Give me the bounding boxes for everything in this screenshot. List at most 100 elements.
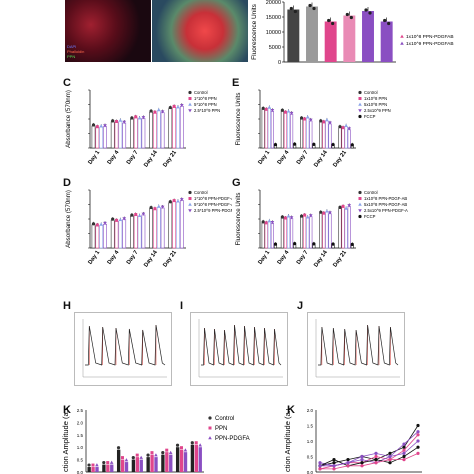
data-point xyxy=(350,242,354,246)
j-bar xyxy=(110,464,114,472)
j-point xyxy=(183,448,188,452)
legend-marker xyxy=(358,109,362,113)
k-y-axis-label: ction Amplitude (a.u) xyxy=(283,408,292,472)
data-point xyxy=(103,221,107,226)
j-bar xyxy=(120,459,125,472)
data-point xyxy=(99,124,103,128)
bar xyxy=(264,223,268,249)
data-point xyxy=(319,119,323,123)
bar xyxy=(95,225,100,249)
micrograph-label-phalloidin: Phalloidin xyxy=(67,49,85,54)
j-bar xyxy=(91,467,95,472)
bar xyxy=(137,118,142,149)
k-point xyxy=(388,454,392,459)
x-tick-label: Day 7 xyxy=(126,150,140,166)
j-bar xyxy=(95,467,99,472)
j-y-tick-label: 0.5 xyxy=(77,458,84,463)
legend-marker xyxy=(358,202,362,206)
j-legend-marker xyxy=(208,416,212,420)
data-point xyxy=(176,105,180,109)
data-point xyxy=(118,118,123,122)
bar xyxy=(110,121,115,149)
data-point xyxy=(344,206,348,210)
x-tick-label: Day 14 xyxy=(313,149,329,168)
micrograph-label-dapi: DAPI xyxy=(67,44,77,49)
bar xyxy=(280,217,284,249)
bar xyxy=(325,120,329,149)
legend-marker xyxy=(358,102,362,106)
y-axis-label: Fluorescence Units xyxy=(235,93,242,146)
k-point xyxy=(374,454,378,459)
legend-label: 5*10^8 PPN xyxy=(194,102,217,107)
j-point xyxy=(116,446,121,450)
b-y-axis-label: Fluorescence Units xyxy=(251,3,258,59)
bar xyxy=(172,107,177,149)
j-bar xyxy=(124,462,129,472)
bar xyxy=(153,209,157,249)
data-point xyxy=(264,107,268,111)
micrograph-left: DAPI Phalloidin PPN xyxy=(65,0,151,62)
data-point xyxy=(130,213,134,217)
bar xyxy=(319,212,323,249)
x-tick-label: Day 4 xyxy=(277,249,291,266)
k-series-line xyxy=(320,453,419,470)
data-point xyxy=(115,218,119,222)
b-point xyxy=(368,11,372,15)
x-tick-label: Day 14 xyxy=(313,249,329,268)
j-bar xyxy=(87,467,91,472)
j-y-tick-label: 2.0 xyxy=(77,420,84,425)
k-point xyxy=(416,433,420,437)
trace-panel-h xyxy=(190,312,288,386)
trace-line xyxy=(318,324,399,366)
bar xyxy=(114,122,119,149)
bar xyxy=(322,122,326,149)
j-point xyxy=(168,450,173,454)
k-point xyxy=(332,458,336,462)
legend-marker xyxy=(188,197,192,200)
bar xyxy=(300,216,304,249)
bar xyxy=(176,107,180,149)
panel-letter-h: I xyxy=(180,300,184,312)
x-tick-label: Day 14 xyxy=(143,149,159,168)
j-bar xyxy=(165,452,169,472)
legend-label: 1*10^8 PPN xyxy=(194,96,217,101)
bar xyxy=(179,105,184,149)
j-legend-label: PPN-PDGFAB xyxy=(215,436,250,442)
data-point xyxy=(267,219,272,223)
k-point xyxy=(360,458,364,462)
data-point xyxy=(305,215,310,219)
micrograph-label-ppn: PPN xyxy=(67,54,76,59)
legend-marker xyxy=(188,90,192,95)
k-point xyxy=(318,467,322,471)
data-point xyxy=(308,118,313,122)
k-y-tick-label: 1.5 xyxy=(307,424,314,429)
data-point xyxy=(134,115,138,119)
data-point xyxy=(141,212,146,216)
legend-marker xyxy=(188,102,192,106)
j-bar xyxy=(131,459,136,472)
data-point xyxy=(312,242,316,246)
data-point xyxy=(168,200,172,204)
j-point xyxy=(165,448,169,452)
panel-letter-c: C xyxy=(63,77,71,89)
chart-b: 0 5000 10000 15000 20000 Fluorescence Units 1x… xyxy=(251,0,454,66)
bar xyxy=(156,110,161,149)
bar xyxy=(172,201,177,249)
k-y-tick-label: 1.0 xyxy=(307,439,314,444)
j-point xyxy=(146,453,150,457)
bar xyxy=(130,215,134,249)
k-point xyxy=(416,439,420,443)
j-bar xyxy=(161,454,165,472)
j-point xyxy=(194,441,198,445)
k-point xyxy=(360,454,364,459)
legend-marker xyxy=(358,197,362,200)
k-series-line xyxy=(319,446,419,467)
bar xyxy=(338,208,342,249)
j-bar xyxy=(135,457,140,472)
k-y-tick-label: 0.5 xyxy=(307,455,314,460)
data-point xyxy=(325,209,329,213)
j-point xyxy=(190,441,194,445)
x-tick-label: Day 4 xyxy=(107,249,121,266)
data-point xyxy=(264,221,268,225)
bar xyxy=(322,213,326,249)
